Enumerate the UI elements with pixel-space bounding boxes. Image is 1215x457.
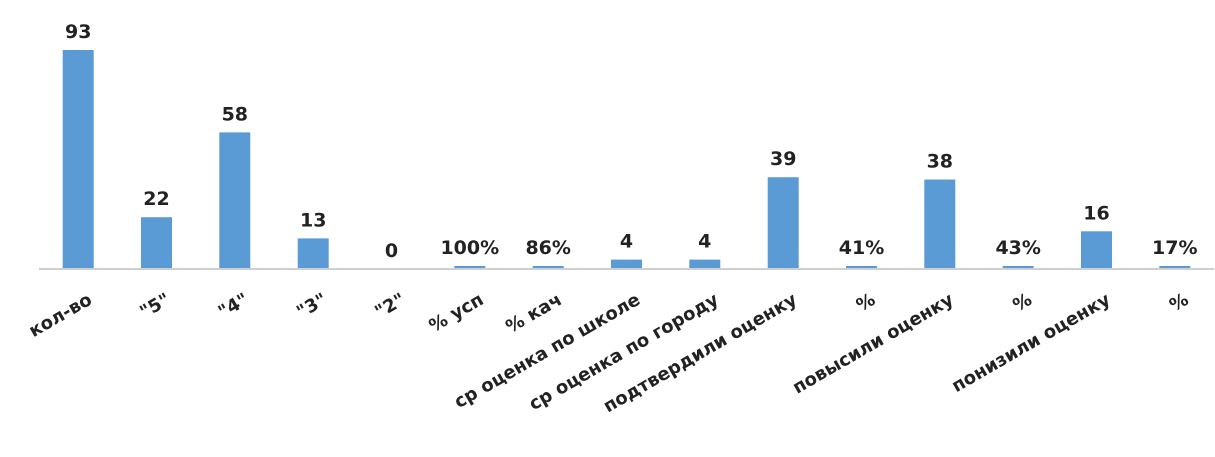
data-label: 43% <box>995 237 1040 259</box>
data-label: 16 <box>1083 202 1109 224</box>
category-label: "4" <box>215 289 253 323</box>
bar <box>924 179 956 269</box>
category-label: кол-во <box>25 289 95 342</box>
bar <box>689 259 721 269</box>
category-label: % кач <box>502 289 565 338</box>
bar <box>62 50 94 269</box>
category-label: "5" <box>136 289 174 323</box>
data-label: 22 <box>143 188 169 210</box>
data-label: 4 <box>698 231 711 253</box>
category-label: "3" <box>293 289 331 323</box>
bar <box>532 266 564 269</box>
category-label: % <box>1166 289 1192 316</box>
data-label: 17% <box>1152 237 1197 259</box>
data-label: 4 <box>620 231 633 253</box>
bar <box>1002 266 1034 269</box>
data-label: 86% <box>525 237 570 259</box>
bar <box>611 259 642 269</box>
bar <box>846 266 877 269</box>
data-label: 100% <box>440 237 499 259</box>
bar <box>1159 266 1191 269</box>
bar <box>454 266 486 269</box>
bar <box>141 217 172 269</box>
category-label: "2" <box>371 289 409 323</box>
data-label: 41% <box>839 237 884 259</box>
data-label: 39 <box>770 148 796 170</box>
bar <box>297 238 329 269</box>
category-label: % <box>1010 289 1036 316</box>
bar <box>1081 231 1112 269</box>
category-label: % <box>853 289 879 316</box>
data-labels-group: 93 22 58 13 0 100% 86% 4 4 39 41% 38 43% 16 17% <box>65 21 1198 262</box>
data-label: 38 <box>927 151 953 173</box>
data-label: 13 <box>300 209 326 231</box>
category-label: % усп <box>426 289 488 337</box>
data-label: 0 <box>385 240 398 262</box>
data-label: 93 <box>65 21 91 43</box>
bar <box>767 177 799 269</box>
bar <box>219 132 251 269</box>
bars-group <box>62 50 1191 269</box>
data-label: 58 <box>222 103 248 125</box>
